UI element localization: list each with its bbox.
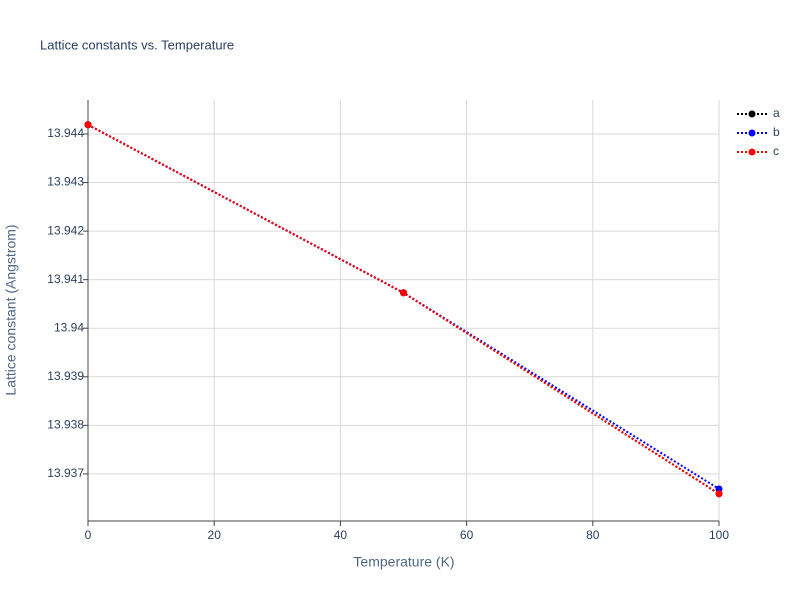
x-tick-label: 60 [460, 528, 474, 542]
marker [400, 289, 407, 297]
chart-title: Lattice constants vs. Temperature [40, 37, 234, 52]
y-tick-label: 13.939 [47, 369, 84, 383]
x-tick-label: 0 [85, 528, 92, 542]
y-tick-label: 13.94 [54, 320, 84, 334]
marker [715, 490, 723, 498]
line [87, 123, 720, 490]
y-tick-label: 13.943 [47, 175, 84, 189]
legend-label: c [773, 144, 779, 158]
y-tick-label: 13.944 [47, 126, 84, 140]
x-tick-label: 20 [208, 528, 222, 542]
line [87, 123, 720, 495]
legend-marker [748, 110, 756, 118]
x-tick-label: 40 [334, 528, 348, 542]
y-tick-label: 13.942 [47, 223, 84, 237]
legend-label: b [773, 125, 780, 139]
legend-marker [748, 129, 756, 137]
marker [84, 121, 92, 129]
legend-label: a [773, 106, 780, 120]
y-tick-label: 13.938 [47, 418, 84, 432]
y-tick-label: 13.941 [47, 272, 84, 286]
x-tick-label: 80 [586, 528, 600, 542]
legend-marker [748, 148, 756, 156]
marker [715, 485, 723, 493]
line [87, 123, 720, 495]
y-axis-title: Lattice constant (Angstrom) [3, 224, 19, 395]
x-axis-title: Temperature (K) [353, 554, 454, 570]
y-tick-label: 13.937 [47, 466, 84, 480]
x-tick-label: 100 [709, 528, 729, 542]
